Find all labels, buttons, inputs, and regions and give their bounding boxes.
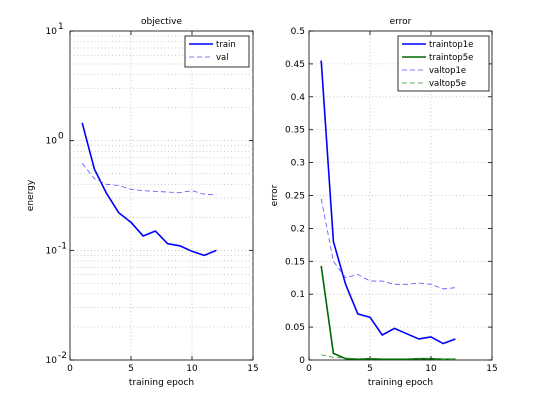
chart-title: objective xyxy=(141,17,183,27)
legend-box xyxy=(184,35,250,68)
x-axis-label: training epoch xyxy=(129,378,194,388)
x-tick-label: 0 xyxy=(67,364,73,374)
y-axis-label: energy xyxy=(26,179,36,211)
x-tick-label: 15 xyxy=(247,364,258,374)
y-tick-label-base: 10 xyxy=(46,356,58,366)
y-tick-label: 0.05 xyxy=(285,323,305,333)
y-tick-label: 0 xyxy=(299,356,305,366)
legend-label-val: val xyxy=(216,53,229,63)
y-tick-label: 0.25 xyxy=(285,192,305,202)
x-axis-label: training epoch xyxy=(368,378,433,388)
legend-label-traintop1e: traintop1e xyxy=(429,40,473,50)
legend-box xyxy=(397,35,490,92)
y-tick-label: 0.35 xyxy=(285,126,305,136)
y-tick-label: 0.3 xyxy=(291,159,305,169)
y-axis-label: error xyxy=(270,184,280,206)
legend-label-valtop5e: valtop5e xyxy=(429,79,466,89)
y-tick-label-exponent: -2 xyxy=(58,351,67,361)
x-tick-label: 10 xyxy=(186,364,198,374)
legend-label-train: train xyxy=(216,40,236,50)
legend: train val xyxy=(184,35,250,68)
y-tick-label-exponent: -1 xyxy=(58,241,67,251)
y-tick-label: 0.2 xyxy=(291,224,305,234)
y-tick-label-base: 10 xyxy=(46,137,58,147)
y-tick-label: 0.45 xyxy=(285,60,305,70)
y-tick-label: 0.5 xyxy=(291,27,305,37)
legend-label-traintop5e: traintop5e xyxy=(429,53,473,63)
series-line-traintop1e xyxy=(320,60,456,345)
y-tick-label-base: 10 xyxy=(46,27,58,37)
y-tick-label-exponent: 1 xyxy=(58,22,64,32)
x-tick-label: 10 xyxy=(425,364,437,374)
y-tick-label-base: 10 xyxy=(46,246,58,256)
y-tick-label: 0.4 xyxy=(291,93,306,103)
y-tick-label-exponent: 0 xyxy=(58,132,64,142)
series-line-val xyxy=(81,163,217,196)
legend: traintop1e traintop5e valtop1e valtop5e xyxy=(397,35,490,92)
y-tick-label: 0.15 xyxy=(285,257,305,267)
series-line-valtop1e xyxy=(320,198,456,290)
error-plot: 0 5 10 15 0 0.05 0.1 0.15 0.2 0.25 0.3 0.35 0.4 0.45 0… xyxy=(270,17,498,388)
y-tick-label: 0.1 xyxy=(291,290,305,300)
x-tick-label: 5 xyxy=(128,364,134,374)
grid xyxy=(70,31,253,360)
series-line-valtop5e xyxy=(321,354,456,360)
series-line-train xyxy=(81,122,217,257)
legend-label-valtop1e: valtop1e xyxy=(429,66,466,76)
x-tick-label: 15 xyxy=(486,364,497,374)
x-tick-label: 0 xyxy=(306,364,312,374)
x-tick-label: 5 xyxy=(367,364,373,374)
chart-title: error xyxy=(390,17,412,27)
plot-area xyxy=(69,30,254,361)
